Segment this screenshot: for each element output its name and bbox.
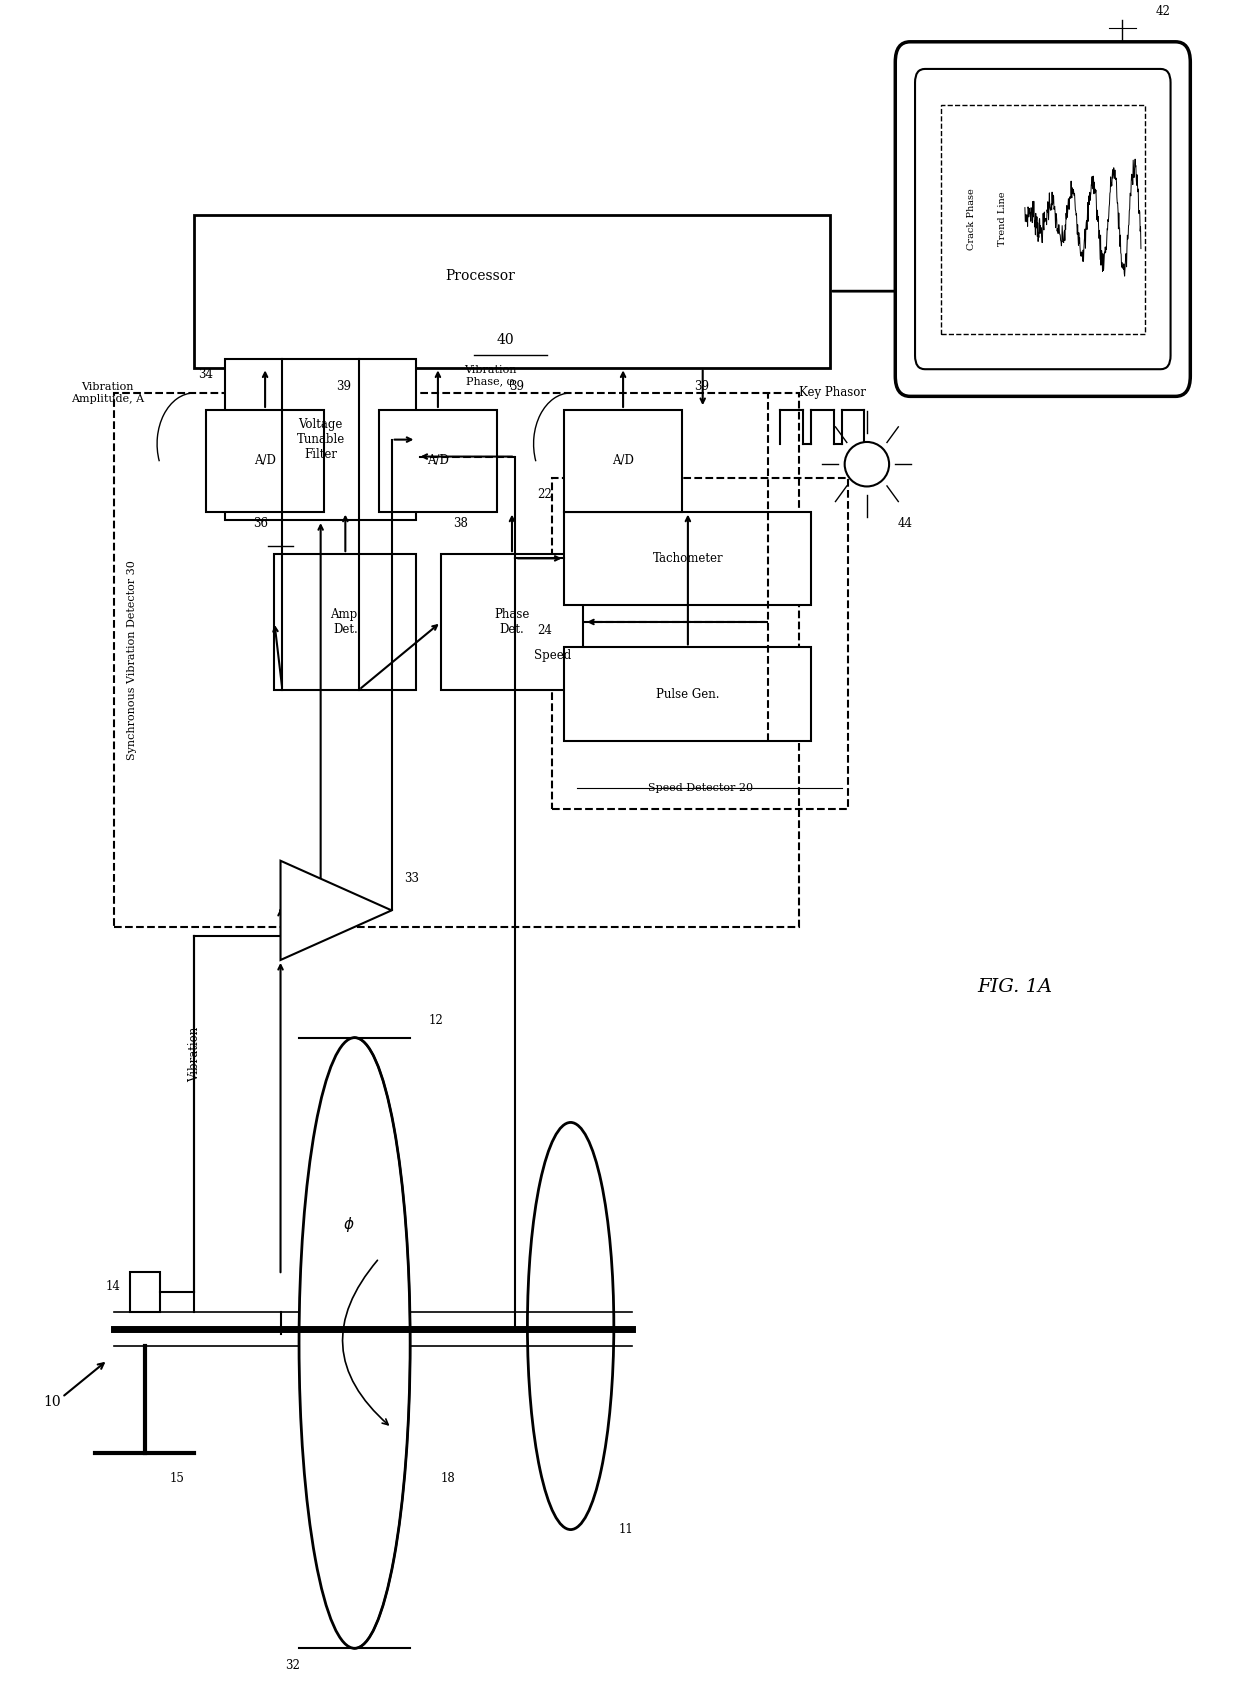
Text: Pulse Gen.: Pulse Gen. — [656, 688, 719, 701]
Bar — [564, 647, 811, 740]
Text: Amp.
Det.: Amp. Det. — [330, 608, 361, 637]
Bar — [195, 214, 830, 368]
Ellipse shape — [844, 443, 889, 487]
Text: 22: 22 — [537, 488, 552, 502]
Text: Crack Phase: Crack Phase — [967, 189, 976, 250]
Text: A/D: A/D — [613, 454, 634, 468]
Text: 32: 32 — [285, 1659, 300, 1671]
Text: 10: 10 — [43, 1396, 61, 1409]
Text: Processor: Processor — [445, 269, 515, 283]
Text: 34: 34 — [197, 368, 212, 381]
Text: 15: 15 — [170, 1472, 185, 1486]
Text: 44: 44 — [898, 517, 913, 529]
Text: FIG. 1A: FIG. 1A — [977, 977, 1053, 996]
Bar — [441, 555, 583, 689]
Text: 14: 14 — [105, 1280, 120, 1294]
Bar — [552, 478, 848, 808]
Text: $\phi$: $\phi$ — [342, 1215, 355, 1234]
Text: Vibration: Vibration — [187, 1026, 201, 1082]
Text: Trend Line: Trend Line — [998, 192, 1007, 247]
Text: Vibration
Amplitude, A: Vibration Amplitude, A — [71, 383, 144, 403]
Bar — [564, 512, 811, 604]
Text: 39: 39 — [694, 380, 709, 393]
Text: 42: 42 — [1156, 5, 1171, 17]
Text: Synchronous Vibration Detector 30: Synchronous Vibration Detector 30 — [128, 560, 138, 761]
Ellipse shape — [299, 1038, 410, 1648]
Bar — [564, 410, 682, 512]
Text: A/D: A/D — [427, 454, 449, 468]
FancyBboxPatch shape — [915, 70, 1171, 369]
Text: 12: 12 — [429, 1014, 444, 1026]
Bar — [274, 555, 417, 689]
Text: Voltage
Tunable
Filter: Voltage Tunable Filter — [296, 419, 345, 461]
Polygon shape — [280, 861, 392, 960]
Bar — [114, 393, 799, 928]
Bar — [379, 410, 496, 512]
Text: 36: 36 — [253, 517, 268, 529]
Bar — [941, 104, 1145, 334]
Text: Speed: Speed — [533, 650, 570, 662]
Text: 39: 39 — [336, 380, 351, 393]
Text: 11: 11 — [619, 1523, 634, 1537]
Text: 24: 24 — [537, 625, 552, 637]
Text: 18: 18 — [441, 1472, 456, 1486]
Ellipse shape — [527, 1122, 614, 1530]
Text: Phase
Det.: Phase Det. — [495, 608, 529, 637]
Text: Tachometer: Tachometer — [652, 551, 723, 565]
Bar — [207, 410, 324, 512]
Text: 33: 33 — [404, 871, 419, 885]
Bar — [224, 359, 417, 521]
FancyBboxPatch shape — [895, 43, 1190, 397]
Text: A/D: A/D — [254, 454, 277, 468]
Bar — [130, 1271, 160, 1312]
Text: 38: 38 — [454, 517, 469, 529]
Text: Speed Detector 20: Speed Detector 20 — [647, 783, 753, 793]
Text: Vibration
Phase, φ: Vibration Phase, φ — [464, 366, 517, 386]
Text: Key Phasor: Key Phasor — [799, 386, 866, 400]
Text: 40: 40 — [497, 334, 515, 347]
Text: 39: 39 — [508, 380, 523, 393]
